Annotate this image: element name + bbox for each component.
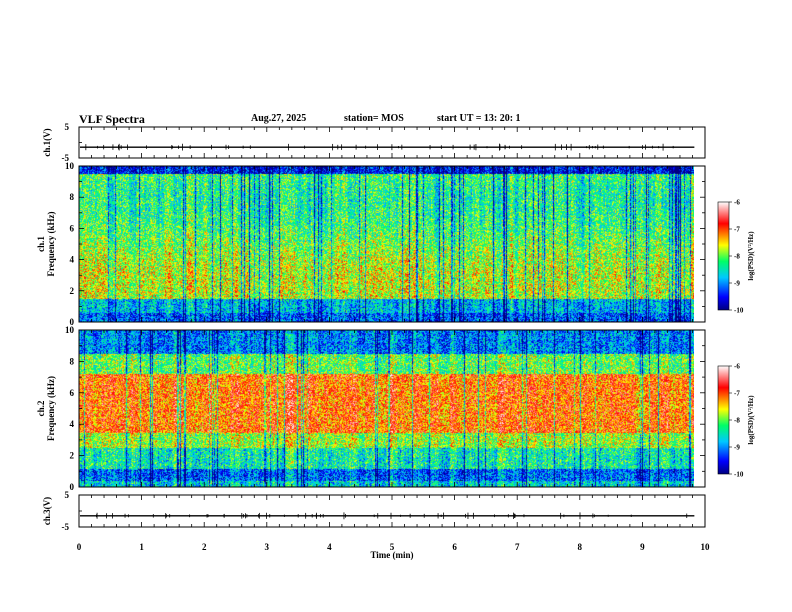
ch2-spectrogram-ytick-label: 2	[70, 451, 75, 461]
start-time-label: start UT = 13: 20: 1	[437, 113, 521, 124]
ch1-spectrogram-ytick-label: 0	[70, 317, 75, 327]
ch1-spectrogram-ylabel-channel: ch.1	[36, 236, 46, 252]
ch1-spectrogram-colorbar	[717, 201, 730, 311]
xtick-label: 6	[452, 542, 457, 552]
ch1-waveform-ytick-label: -5	[62, 153, 70, 163]
xtick-label: 10	[701, 542, 711, 552]
ch3-waveform-ylabel: ch.3(V)	[42, 497, 52, 525]
ch2-spectrogram-colorbar-tick-label: -6	[734, 363, 740, 371]
ch3-waveform-ytick-label: -5	[62, 522, 70, 532]
ch2-spectrogram-heatmap	[79, 330, 694, 487]
ch2-spectrogram-colorbar-tick-label: -8	[734, 417, 740, 425]
date-label: Aug.27, 2025	[251, 113, 307, 124]
xtick-label: 4	[327, 542, 332, 552]
ch2-spectrogram-colorbar-tick-label: -10	[734, 471, 744, 479]
ch1-waveform-ytick-label: 5	[65, 122, 70, 132]
ch2-spectrogram-ytick-label: 10	[65, 325, 75, 335]
ch1-spectrogram-ytick-label: 6	[70, 223, 75, 233]
ch1-spectrogram-colorbar-label: log(PSD)(V²/Hz)	[747, 231, 755, 281]
xtick-label: 9	[640, 542, 645, 552]
ch2-spectrogram-colorbar-tick-label: -9	[734, 444, 740, 452]
xtick-label: 1	[139, 542, 144, 552]
xaxis-label: Time (min)	[370, 550, 413, 560]
ch2-spectrogram-ylabel-channel: ch.2	[36, 400, 46, 416]
figure-title: VLF Spectra	[79, 112, 145, 126]
ch2-spectrogram-colorbar	[717, 365, 730, 475]
ch2-spectrogram-ytick-label: 0	[70, 482, 75, 492]
ch1-waveform-ylabel: ch.1(V)	[42, 128, 52, 156]
xtick-label: 5	[390, 542, 395, 552]
ch1-spectrogram-colorbar-tick-label: -8	[734, 253, 740, 261]
ch1-spectrogram-ytick-label: 2	[70, 286, 75, 296]
xtick-label: 7	[515, 542, 520, 552]
ch1-spectrogram-colorbar-tick-label: -9	[734, 280, 740, 288]
ch3-waveform-ytick-label: 5	[65, 490, 70, 500]
ch1-spectrogram-ylabel-unit: Frequency (kHz)	[46, 211, 56, 276]
ch2-spectrogram-ylabel-unit: Frequency (kHz)	[46, 376, 56, 441]
ch1-spectrogram-colorbar-tick-label: -7	[734, 226, 740, 234]
ch2-spectrogram-colorbar-tick-label: -7	[734, 390, 740, 398]
ch2-spectrogram-ytick-label: 4	[70, 419, 75, 429]
ch1-spectrogram-ytick-label: 10	[65, 161, 75, 171]
ch2-spectrogram-ytick-label: 6	[70, 388, 75, 398]
ch1-spectrogram-colorbar-tick-label: -10	[734, 307, 744, 315]
ch2-spectrogram-ytick-label: 8	[70, 356, 75, 366]
ch1-spectrogram-ytick-label: 4	[70, 255, 75, 265]
xtick-label: 0	[77, 542, 82, 552]
xtick-label: 8	[578, 542, 583, 552]
ch1-spectrogram-ytick-label: 8	[70, 192, 75, 202]
ch1-spectrogram-heatmap	[79, 166, 694, 322]
xtick-label: 3	[265, 542, 270, 552]
ch1-spectrogram-colorbar-tick-label: -6	[734, 199, 740, 207]
ch2-spectrogram-colorbar-label: log(PSD)(V²/Hz)	[747, 395, 755, 445]
xtick-label: 2	[202, 542, 207, 552]
station-label: station= MOS	[344, 113, 404, 124]
